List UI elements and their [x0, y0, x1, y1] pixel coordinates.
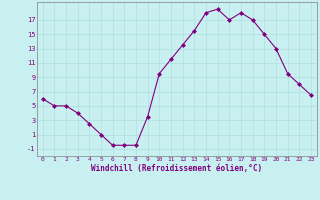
X-axis label: Windchill (Refroidissement éolien,°C): Windchill (Refroidissement éolien,°C): [91, 164, 262, 173]
